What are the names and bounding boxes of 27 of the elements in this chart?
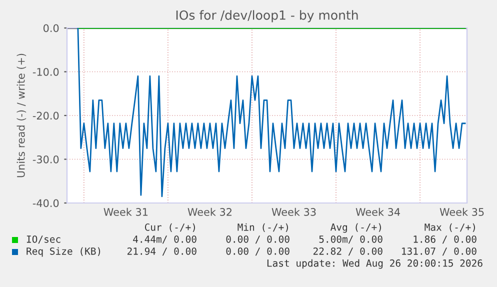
legend-label: Req Size (KB) <box>26 247 100 257</box>
y-tick-label: -10.0 <box>32 68 59 76</box>
text: 0.00 / 0.00 <box>226 247 290 256</box>
text: 5.00m/ 0.00 <box>319 235 382 244</box>
text: 22.82 / 0.00 <box>313 247 382 256</box>
x-tick-label: Week 34 <box>356 208 400 216</box>
text: Avg (-/+) <box>330 223 381 233</box>
x-tick-label: Week 32 <box>188 208 232 216</box>
text: Min (-/+) <box>238 223 288 232</box>
x-tick-label: Week 35 <box>440 208 484 216</box>
x-tick-label: Week 31 <box>104 208 148 216</box>
y-tick-label: -40.0 <box>32 199 59 208</box>
text: 4.44m/ 0.00 <box>133 235 196 244</box>
text: Cur (-/+) <box>144 223 195 232</box>
text: Max (-/+) <box>424 223 475 232</box>
text: 0.00 / 0.00 <box>226 235 290 244</box>
y-tick-label: -30.0 <box>32 155 59 164</box>
text: Last update: Wed Aug 26 20:00:15 2026 <box>267 259 482 269</box>
y-tick-label: -20.0 <box>32 112 59 120</box>
chart-title: IOs for /dev/loop1 - by month <box>176 10 358 22</box>
text: 131.07 / 0.00 <box>402 247 476 256</box>
text: 1.86 / 0.00 <box>414 235 476 244</box>
x-tick-label: Week 33 <box>272 208 316 216</box>
legend-label: IO/sec <box>26 235 60 244</box>
y-axis-title: Units read (-) / write (+) <box>16 54 26 178</box>
y-tick-label: 0.0 <box>43 24 59 32</box>
text: 21.94 / 0.00 <box>127 247 196 256</box>
